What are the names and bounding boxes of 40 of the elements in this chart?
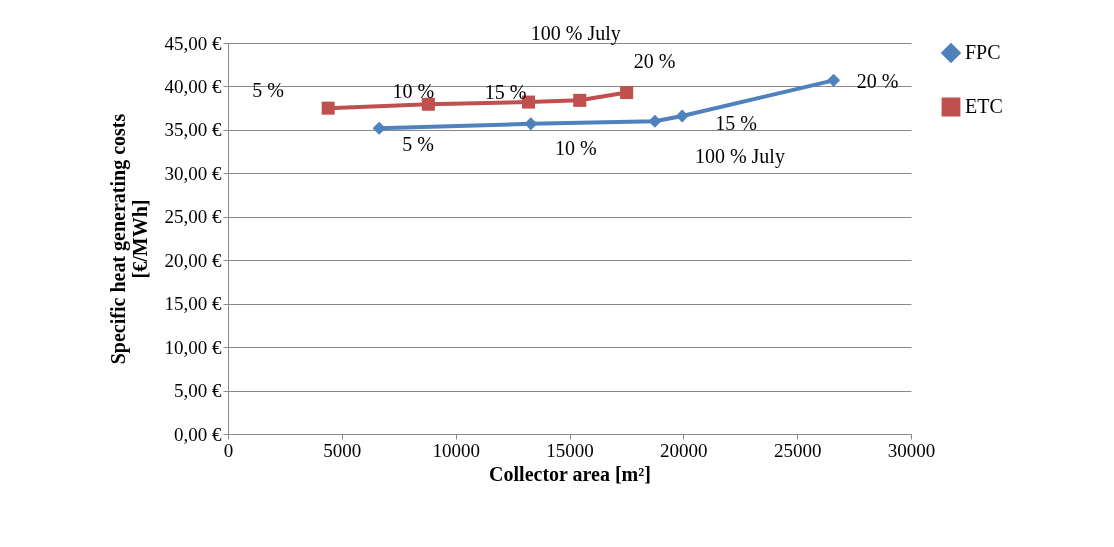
x-axis-title: Collector area [m²] [489, 462, 651, 485]
legend-label: FPC [965, 41, 1001, 63]
x-tick-label: 10000 [432, 439, 480, 461]
x-tick-label: 0 [223, 439, 234, 461]
y-tick-label: 35,00 € [164, 119, 222, 141]
point [421, 97, 435, 111]
point [573, 93, 587, 107]
annotation: 100 % July [530, 22, 621, 46]
x-tick-label: 30000 [887, 439, 936, 461]
point [675, 109, 689, 123]
point [648, 114, 662, 128]
y-tick-label: 25,00 € [164, 206, 222, 228]
annotation: 15 % [715, 111, 758, 134]
annotation: 20 % [633, 49, 676, 72]
y-tick-label: 5,00 € [174, 380, 222, 402]
x-tick-label: 25000 [773, 439, 822, 461]
point [372, 121, 386, 135]
annotation: 100 % July [694, 145, 785, 169]
point [620, 86, 634, 100]
y-tick-label: 0,00 € [174, 423, 222, 445]
annotation: 5 % [402, 133, 435, 156]
x-tick-label: 5000 [323, 439, 362, 461]
y-axis-title: Specific heat generating costs [€/MWh] [106, 113, 151, 365]
point [827, 73, 841, 87]
annotation: 20 % [856, 70, 899, 93]
y-tick-label: 10,00 € [164, 336, 222, 358]
y-tick-label: 30,00 € [164, 162, 222, 184]
annotation: 15 % [484, 81, 527, 104]
annotation: 10 % [392, 80, 435, 103]
point [524, 117, 538, 131]
annotation: 5 % [252, 79, 285, 102]
y-tick-label: 45,00 € [164, 32, 222, 54]
y-tick-label: 15,00 € [164, 293, 222, 315]
y-tick-label: 20,00 € [164, 249, 222, 271]
legend-label: ETC [965, 95, 1003, 117]
point [321, 101, 335, 115]
annotation: 10 % [554, 136, 597, 159]
y-tick-label: 40,00 € [164, 75, 222, 97]
x-tick-label: 15000 [546, 439, 594, 461]
x-tick-label: 20000 [660, 439, 708, 461]
